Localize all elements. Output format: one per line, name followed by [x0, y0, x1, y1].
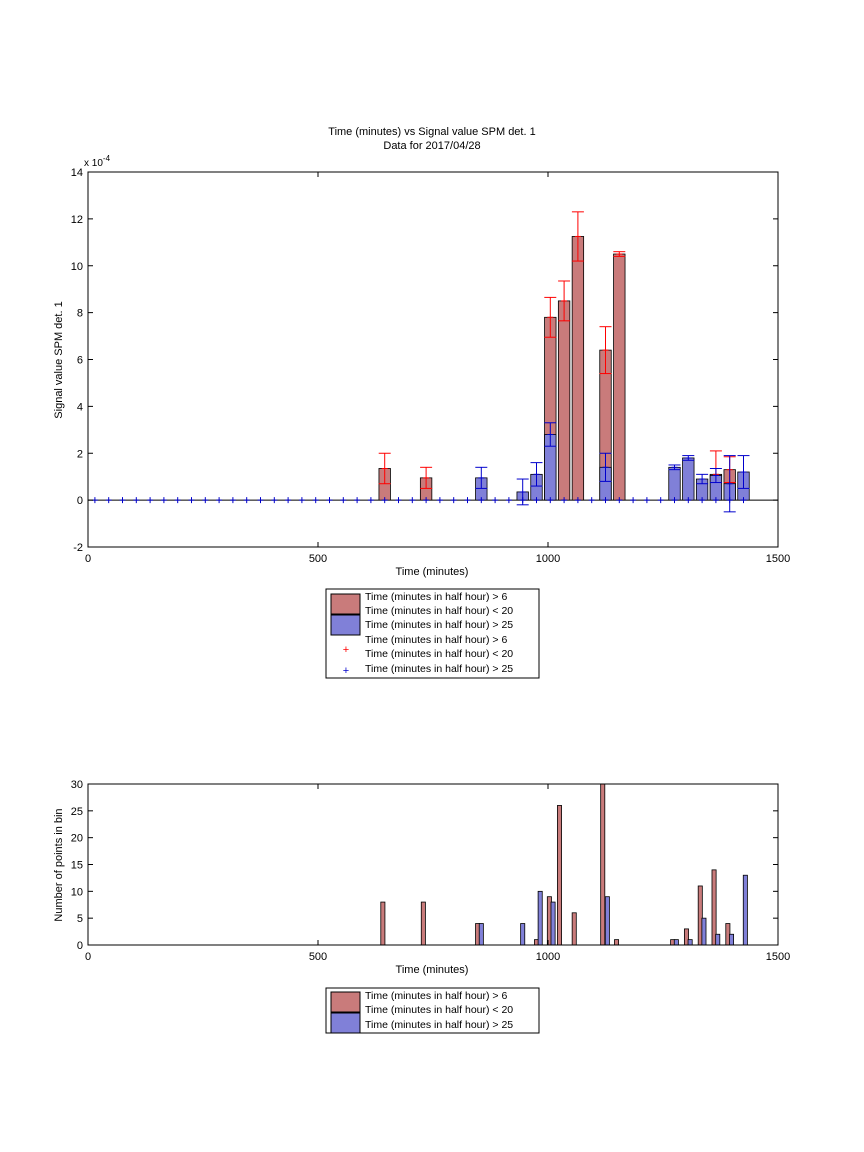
- legend-label-1-line-2: Time (minutes in half hour) < 20: [365, 1004, 513, 1016]
- chart-2-plot-area: [380, 783, 748, 946]
- y-tick-label: 0: [77, 495, 83, 507]
- count-bar: [701, 917, 707, 946]
- x-tick-label: 1000: [536, 553, 560, 565]
- x-tick-label: 500: [309, 553, 327, 565]
- chart-1-ylabel: Signal value SPM det. 1: [53, 301, 65, 418]
- chart-1-subtitle: Data for 2017/04/28: [383, 140, 480, 152]
- signal-bar: [668, 466, 681, 501]
- count-bar: [557, 805, 562, 946]
- legend-label-1-line-2: Time (minutes in half hour) < 20: [365, 605, 513, 617]
- y-tick-label: 6: [77, 355, 83, 367]
- y-tick-label: 12: [71, 214, 83, 226]
- x-tick-label: 1000: [536, 951, 560, 963]
- legend-swatch-red-bar: [330, 991, 361, 1013]
- chart-1-plot-area: [88, 211, 778, 513]
- legend-label-3: Time (minutes in half hour) > 6 Time (mi…: [365, 634, 513, 660]
- legend-marker-blue-plus: +: [343, 665, 349, 677]
- y-multiplier-exponent: -4: [103, 154, 111, 163]
- count-bar: [537, 890, 543, 946]
- count-bar: [711, 869, 717, 946]
- chart-2-legend: Time (minutes in half hour) > 6 Time (mi…: [325, 987, 540, 1034]
- count-bar: [715, 933, 721, 946]
- chart-1-legend: + + Time (minutes in half hour) > 6 Time…: [325, 588, 540, 679]
- y-tick-label: 10: [71, 261, 83, 273]
- chart-1-y-multiplier: x 10-4: [84, 154, 111, 169]
- x-tick-label: 500: [309, 951, 327, 963]
- legend-swatch-red-bar: [330, 593, 361, 615]
- chart-2-ylabel: Number of points in bin: [53, 808, 65, 921]
- legend-box: [325, 588, 540, 679]
- chart-1: Time (minutes) vs Signal value SPM det. …: [53, 126, 790, 679]
- chart-1-title: Time (minutes) vs Signal value SPM det. …: [328, 126, 535, 138]
- count-bar: [742, 874, 748, 946]
- count-bar: [380, 901, 386, 946]
- legend-label-2: Time (minutes in half hour) > 25: [365, 1019, 513, 1031]
- count-bar: [420, 901, 426, 946]
- y-tick-label: 4: [77, 401, 83, 413]
- y-tick-label: 20: [71, 833, 83, 845]
- legend-label-1: Time (minutes in half hour) > 6 Time (mi…: [365, 990, 513, 1016]
- count-bar: [478, 923, 484, 946]
- legend-label-2: Time (minutes in half hour) > 25: [365, 619, 513, 631]
- y-tick-label: 25: [71, 806, 83, 818]
- legend-label-1-line-1: Time (minutes in half hour) > 6: [365, 990, 507, 1002]
- count-bar: [520, 923, 526, 946]
- legend-swatch-blue-bar: [330, 614, 361, 636]
- chart-2-xlabel: Time (minutes): [396, 964, 469, 976]
- count-bar: [614, 939, 620, 946]
- y-tick-label: 15: [71, 860, 83, 872]
- x-tick-label: 0: [85, 951, 91, 963]
- count-bar: [550, 901, 556, 946]
- count-bar: [687, 939, 693, 946]
- count-bar: [673, 939, 679, 946]
- y-tick-label: 8: [77, 308, 83, 320]
- signal-bar: [682, 457, 695, 501]
- legend-label-3-line-2: Time (minutes in half hour) < 20: [365, 648, 513, 660]
- x-tick-label: 0: [85, 553, 91, 565]
- y-multiplier-base: x 10: [84, 158, 103, 169]
- y-tick-label: -2: [73, 542, 83, 554]
- legend-label-3-line-1: Time (minutes in half hour) > 6: [365, 634, 507, 646]
- y-tick-label: 2: [77, 448, 83, 460]
- legend-box: [325, 987, 540, 1034]
- y-tick-label: 30: [71, 779, 83, 791]
- legend-label-4: Time (minutes in half hour) > 25: [365, 663, 513, 675]
- x-tick-label: 1500: [766, 951, 790, 963]
- y-tick-label: 0: [77, 940, 83, 952]
- legend-label-1: Time (minutes in half hour) > 6 Time (mi…: [365, 591, 513, 617]
- count-bar: [571, 912, 577, 946]
- x-tick-label: 1500: [766, 553, 790, 565]
- y-tick-label: 14: [71, 167, 83, 179]
- chart-1-xlabel: Time (minutes): [396, 566, 469, 578]
- legend-label-1-line-1: Time (minutes in half hour) > 6: [365, 591, 507, 603]
- count-bar: [604, 896, 610, 946]
- signal-bar: [613, 253, 626, 501]
- legend-marker-red-plus: +: [343, 644, 349, 656]
- y-tick-label: 10: [71, 886, 83, 898]
- chart-2-ticks: 0 500 1000 1500 0 5 10 15 20 25 30: [71, 779, 790, 963]
- chart-2-axes-box: [87, 783, 779, 946]
- signal-bar: [557, 300, 571, 501]
- signal-bar: [571, 236, 585, 501]
- count-bar: [600, 783, 606, 946]
- y-tick-label: 5: [77, 913, 83, 925]
- count-bar: [729, 933, 735, 946]
- legend-swatch-blue-bar: [330, 1012, 361, 1034]
